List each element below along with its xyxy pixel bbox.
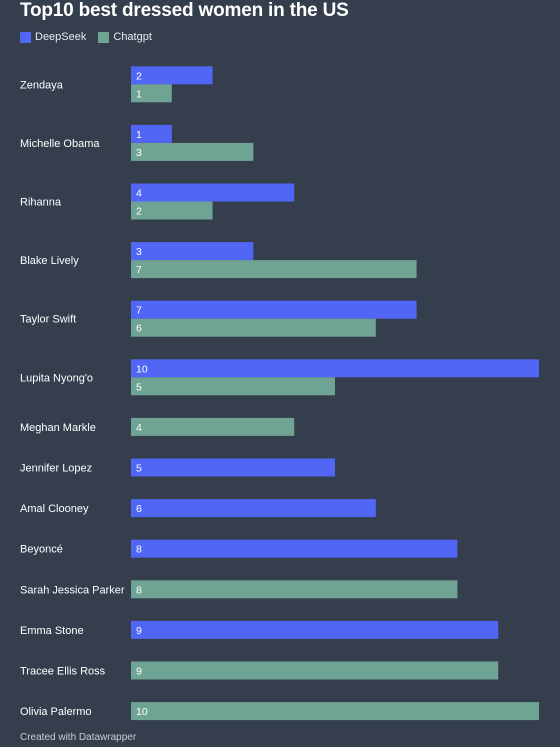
bar-deepseek-emma-stone [131, 620, 499, 639]
legend: DeepSeek Chatgpt [20, 31, 152, 43]
legend-swatch-chatgpt [98, 31, 110, 43]
bar-deepseek-michelle-obama [131, 124, 172, 143]
bar-deepseek-zendaya [131, 66, 213, 85]
bar-chatgpt-rihanna [131, 201, 213, 220]
value-label-deepseek-lupita-nyong-o: 10 [136, 363, 148, 375]
bar-deepseek-rihanna [131, 183, 295, 202]
bar-deepseek-lupita-nyong-o [131, 359, 539, 378]
bar-chatgpt-taylor-swift [131, 318, 376, 337]
bar-chatgpt-michelle-obama [131, 142, 254, 161]
bar-deepseek-jennifer-lopez [131, 458, 335, 477]
legend-label-deepseek: DeepSeek [35, 31, 87, 43]
bar-chatgpt-meghan-markle [131, 417, 295, 436]
value-label-chatgpt-olivia-palermo: 10 [136, 706, 148, 718]
bar-chatgpt-zendaya [131, 84, 172, 103]
value-label-chatgpt-lupita-nyong-o: 5 [136, 381, 142, 393]
value-label-chatgpt-rihanna: 2 [136, 206, 142, 218]
category-label-jennifer-lopez: Jennifer Lopez [20, 463, 92, 475]
bar-chatgpt-sarah-jessica-parker [131, 580, 458, 599]
value-label-chatgpt-zendaya: 1 [136, 88, 142, 100]
category-label-michelle-obama: Michelle Obama [20, 138, 100, 150]
category-label-amal-clooney: Amal Clooney [20, 503, 89, 515]
category-label-blake-lively: Blake Lively [20, 255, 79, 267]
bar-deepseek-beyonce [131, 539, 458, 558]
footer-credit: Created with Datawrapper [20, 732, 137, 743]
category-label-sarah-jessica-parker: Sarah Jessica Parker [20, 584, 125, 596]
value-label-deepseek-beyonce: 8 [136, 544, 142, 556]
bar-chatgpt-olivia-palermo [131, 702, 539, 721]
value-label-deepseek-blake-lively: 3 [136, 246, 142, 258]
value-label-deepseek-amal-clooney: 6 [136, 503, 142, 515]
value-label-chatgpt-michelle-obama: 3 [136, 147, 142, 159]
legend-item-deepseek: DeepSeek [20, 31, 86, 43]
legend-label-chatgpt: Chatgpt [113, 31, 152, 43]
category-label-taylor-swift: Taylor Swift [20, 314, 76, 326]
bar-deepseek-amal-clooney [131, 499, 376, 518]
bar-deepseek-blake-lively [131, 242, 254, 261]
value-label-chatgpt-taylor-swift: 6 [136, 323, 142, 335]
value-label-deepseek-taylor-swift: 7 [136, 305, 142, 317]
value-label-chatgpt-blake-lively: 7 [136, 264, 142, 276]
bar-chatgpt-blake-lively [131, 260, 417, 279]
category-label-beyonce: Beyoncé [20, 544, 63, 556]
chart-title: Top10 best dressed women in the US [20, 0, 349, 21]
value-label-chatgpt-tracee-ellis-ross: 9 [136, 666, 142, 678]
category-label-emma-stone: Emma Stone [20, 625, 84, 637]
category-label-rihanna: Rihanna [20, 197, 62, 209]
value-label-chatgpt-sarah-jessica-parker: 8 [136, 584, 142, 596]
category-label-meghan-markle: Meghan Markle [20, 422, 96, 434]
category-label-tracee-ellis-ross: Tracee Ellis Ross [20, 666, 106, 678]
bar-deepseek-taylor-swift [131, 300, 417, 319]
value-label-deepseek-rihanna: 4 [136, 188, 142, 200]
category-label-zendaya: Zendaya [20, 79, 64, 91]
category-label-lupita-nyong-o: Lupita Nyong'o [20, 372, 93, 384]
value-label-deepseek-zendaya: 2 [136, 70, 142, 82]
value-label-chatgpt-meghan-markle: 4 [136, 422, 142, 434]
value-label-deepseek-jennifer-lopez: 5 [136, 463, 142, 475]
value-label-deepseek-emma-stone: 9 [136, 625, 142, 637]
value-label-deepseek-michelle-obama: 1 [136, 129, 142, 141]
category-label-olivia-palermo: Olivia Palermo [20, 706, 92, 718]
legend-swatch-deepseek [20, 31, 31, 43]
bar-chatgpt-tracee-ellis-ross [131, 661, 499, 680]
legend-item-chatgpt: Chatgpt [98, 31, 152, 43]
bar-chatgpt-lupita-nyong-o [131, 377, 335, 396]
